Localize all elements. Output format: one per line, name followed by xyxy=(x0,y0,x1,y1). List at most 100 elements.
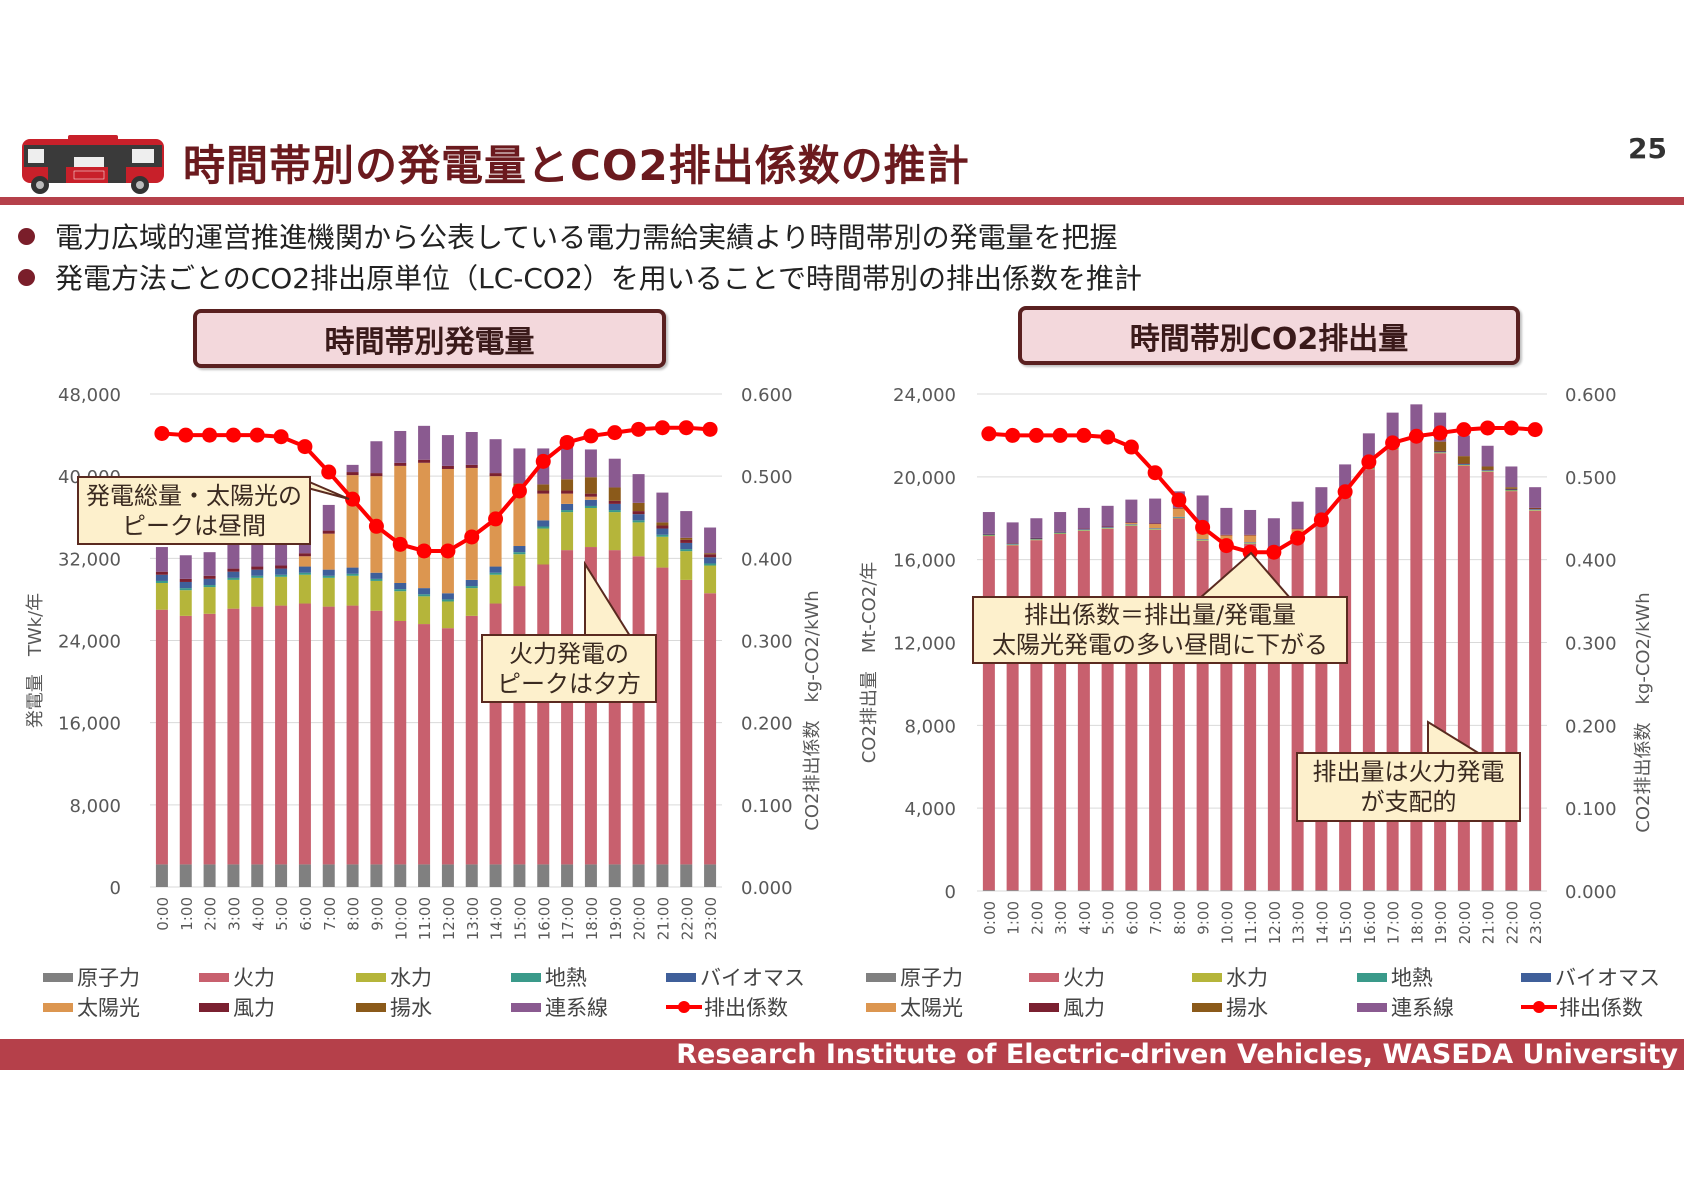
bar-segment-火力 xyxy=(179,615,192,865)
x-tick-label: 19:00 xyxy=(607,897,625,940)
x-tick-label: 22:00 xyxy=(678,897,696,940)
bar-segment-地熱 xyxy=(251,575,264,578)
legend-item: 排出係数 xyxy=(666,992,788,1022)
bar-segment-バイオマス xyxy=(513,546,526,553)
bar-segment-地熱 xyxy=(489,572,502,575)
emission-factor-point xyxy=(464,529,480,545)
bullet-icon xyxy=(18,268,35,286)
bar-segment-地熱 xyxy=(704,563,717,566)
bar-segment-水力 xyxy=(680,551,693,580)
bar-segment-バイオマス xyxy=(418,588,431,595)
legend-item: 風力 xyxy=(1029,992,1105,1022)
bar-segment-水力 xyxy=(656,536,669,568)
legend-label: 火力 xyxy=(233,966,275,990)
legend-swatch xyxy=(356,1002,386,1012)
bar-segment-原子力 xyxy=(227,864,240,887)
bar-segment-バイオマス xyxy=(632,514,645,521)
bar-segment-風力 xyxy=(489,473,502,477)
bar-segment-連系線 xyxy=(465,432,478,465)
emission-factor-point xyxy=(631,421,647,437)
bar-segment-連系線 xyxy=(251,540,264,567)
bar-segment-風力 xyxy=(441,465,454,469)
y2-tick-label: 0.600 xyxy=(741,385,793,406)
legend-label: 太陽光 xyxy=(77,996,140,1020)
bar-segment-原子力 xyxy=(346,864,359,887)
bar-segment-連系線 xyxy=(1077,507,1090,529)
bar-segment-地熱 xyxy=(656,534,669,537)
bar-segment-太陽光 xyxy=(1244,535,1257,543)
bar-segment-水力 xyxy=(1101,528,1114,529)
bar-segment-原子力 xyxy=(1386,890,1399,891)
legend-swatch xyxy=(866,1002,896,1012)
bar-segment-連系線 xyxy=(1101,505,1114,527)
bar-segment-原子力 xyxy=(1481,890,1494,891)
bullet-text: 発電方法ごとのCO2排出原単位（LC-CO2）を用いることで時間帯別の排出係数を… xyxy=(55,262,1142,295)
bar-segment-火力 xyxy=(1077,530,1090,891)
bar-segment-原子力 xyxy=(513,864,526,887)
bar-segment-火力 xyxy=(608,550,621,865)
legend-label: 地熱 xyxy=(1391,966,1433,990)
bar-segment-原子力 xyxy=(418,864,431,887)
bar-segment-太陽光 xyxy=(322,533,335,570)
bar-segment-風力 xyxy=(1125,522,1138,524)
emission-factor-point xyxy=(1313,512,1329,528)
legend-item: 地熱 xyxy=(511,962,587,992)
emission-factor-point xyxy=(1028,427,1044,443)
bar-segment-原子力 xyxy=(298,864,311,887)
emission-factor-point xyxy=(440,543,456,559)
bullet-item: 発電方法ごとのCO2排出原単位（LC-CO2）を用いることで時間帯別の排出係数を… xyxy=(18,257,1142,297)
emission-factor-point xyxy=(368,518,384,534)
bar-segment-バイオマス xyxy=(1006,543,1019,545)
bar-segment-水力 xyxy=(1196,540,1209,541)
bar-segment-水力 xyxy=(632,522,645,557)
x-tick-label: 1:00 xyxy=(1005,901,1023,935)
bar-segment-原子力 xyxy=(632,864,645,887)
x-tick-label: 6:00 xyxy=(1123,901,1141,935)
bar-segment-太陽光 xyxy=(513,489,526,547)
bar-segment-揚水 xyxy=(1505,487,1518,489)
bar-segment-揚水 xyxy=(656,522,669,526)
emission-factor-point xyxy=(1290,530,1306,546)
bar-segment-連系線 xyxy=(1457,435,1470,457)
legend-swatch xyxy=(199,1002,229,1012)
y-tick-label: 20,000 xyxy=(893,468,956,489)
generation-chart: 08,00016,00024,00032,00040,00048,0000.00… xyxy=(25,385,823,940)
x-tick-label: 7:00 xyxy=(321,897,339,931)
y2-tick-label: 0.600 xyxy=(1565,385,1617,406)
bar-segment-火力 xyxy=(1434,453,1447,891)
y2-tick-label: 0.000 xyxy=(1565,882,1617,903)
bar-segment-水力 xyxy=(251,577,264,607)
bar-segment-原子力 xyxy=(656,864,669,887)
bar-segment-地熱 xyxy=(632,520,645,523)
bar-segment-太陽光 xyxy=(1149,524,1162,529)
bar-segment-地熱 xyxy=(537,526,550,529)
legend-item: 原子力 xyxy=(866,962,963,992)
bar-segment-原子力 xyxy=(1244,890,1257,891)
bar-segment-火力 xyxy=(1149,529,1162,891)
legend-label: 地熱 xyxy=(545,966,587,990)
bar-segment-バイオマス xyxy=(1481,470,1494,471)
footer-text: Research Institute of Electric-driven Ve… xyxy=(676,1039,1678,1070)
bar-segment-原子力 xyxy=(982,890,995,891)
bar-segment-風力 xyxy=(680,539,693,543)
bar-segment-地熱 xyxy=(680,549,693,552)
bar-segment-火力 xyxy=(656,567,669,865)
bar-segment-揚水 xyxy=(1434,441,1447,451)
bar-segment-水力 xyxy=(1054,533,1067,534)
bar-segment-連系線 xyxy=(1220,507,1233,535)
bar-segment-太陽光 xyxy=(346,475,359,568)
bar-segment-火力 xyxy=(982,536,995,891)
bar-segment-地熱 xyxy=(179,588,192,591)
y2-tick-label: 0.500 xyxy=(741,467,793,488)
bar-segment-火力 xyxy=(322,606,335,865)
bar-segment-火力 xyxy=(584,547,597,865)
bar-segment-火力 xyxy=(1339,498,1352,891)
bar-segment-バイオマス xyxy=(322,569,335,576)
emission-factor-point xyxy=(1266,544,1282,560)
bar-segment-原子力 xyxy=(1030,890,1043,891)
emission-chart: 0 4,000 8,000 12,000 16,000 20,000 24,000 0.000… xyxy=(859,385,1654,944)
bar-segment-水力 xyxy=(418,596,431,625)
y2-tick-label: 0.100 xyxy=(1565,799,1617,820)
bar-segment-揚水 xyxy=(537,484,550,491)
bar-segment-連系線 xyxy=(275,541,288,566)
